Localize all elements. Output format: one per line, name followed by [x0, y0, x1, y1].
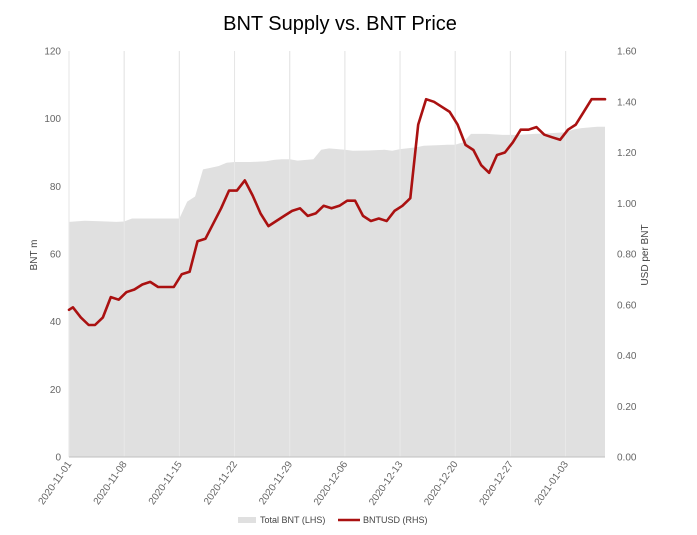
y-left-tick-label: 120: [44, 47, 61, 58]
line-series-group: [67, 97, 607, 327]
line-bntusd: [67, 97, 607, 327]
x-tick-label: 2020-12-20: [422, 459, 461, 508]
y-right-tick-label: 1.40: [617, 97, 637, 108]
area-total-bnt: [69, 126, 605, 458]
x-tick-label: 2020-11-15: [147, 459, 185, 507]
y-left-tick-label: 20: [50, 385, 62, 396]
x-tick-label: 2020-11-29: [257, 459, 295, 507]
chart-title: BNT Supply vs. BNT Price: [223, 13, 457, 35]
legend-label-area: Total BNT (LHS): [260, 515, 325, 525]
y-right-tick-label: 0.00: [617, 453, 637, 464]
x-tick-label: 2020-12-27: [478, 459, 517, 508]
legend: Total BNT (LHS) BNTUSD (RHS): [238, 515, 428, 525]
x-tick-label: 2020-12-13: [367, 459, 406, 508]
y-right-tick-label: 0.80: [617, 250, 637, 261]
x-tick-label: 2020-11-08: [92, 459, 130, 507]
legend-label-line: BNTUSD (RHS): [363, 515, 428, 525]
y-axis-left-title: BNT m: [29, 240, 40, 271]
y-right-tick-label: 0.20: [617, 402, 637, 413]
y-left-tick-label: 60: [50, 250, 62, 261]
y-right-tick-label: 0.40: [617, 351, 637, 362]
y-left-tick-label: 100: [44, 114, 61, 125]
y-right-tick-label: 1.00: [617, 199, 637, 210]
y-right-tick-label: 0.60: [617, 300, 637, 311]
x-tick-label: 2020-11-01: [37, 459, 75, 507]
y-right-tick-label: 1.20: [617, 148, 637, 159]
y-left-tick-label: 40: [50, 317, 62, 328]
legend-swatch-area: [238, 517, 256, 523]
y-right-tick-label: 1.60: [617, 47, 637, 58]
y-left-tick-label: 80: [50, 182, 62, 193]
area-series-group: [68, 51, 605, 458]
y-axis-right-title: USD per BNT: [640, 224, 651, 285]
y-left-tick-label: 0: [55, 453, 61, 464]
x-tick-label: 2020-11-22: [202, 459, 240, 507]
x-tick-label: 2021-01-03: [533, 459, 572, 508]
x-tick-label: 2020-12-06: [312, 459, 351, 508]
